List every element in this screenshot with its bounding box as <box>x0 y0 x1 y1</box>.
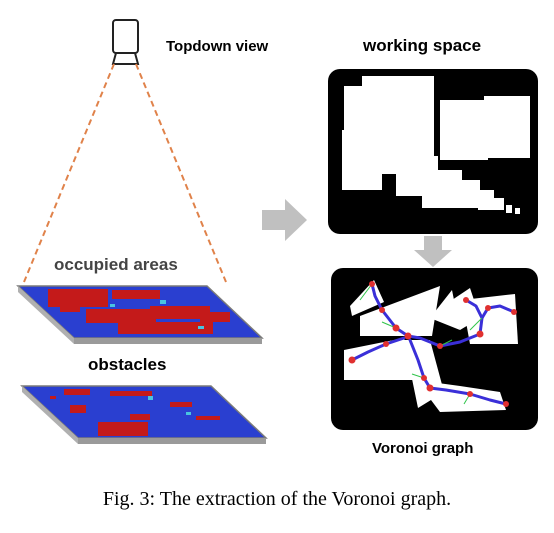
view-cone <box>23 63 227 283</box>
camera-icon <box>111 19 140 65</box>
topdown-view-label: Topdown view <box>166 38 269 55</box>
right-arrow-icon <box>262 199 307 241</box>
working-space-label: working space <box>363 36 482 55</box>
obstacles-map <box>20 385 268 444</box>
voronoi-graph-label: Voronoi graph <box>372 440 474 457</box>
occupied-areas-label: occupied areas <box>54 255 178 274</box>
down-arrow-icon <box>414 236 452 267</box>
voronoi-graph-panel <box>331 268 538 430</box>
obstacles-label: obstacles <box>88 355 167 374</box>
working-space-panel <box>328 69 538 234</box>
figure-caption: Fig. 3: The extraction of the Voronoi gr… <box>102 488 452 510</box>
occupied-areas-map <box>16 285 264 344</box>
